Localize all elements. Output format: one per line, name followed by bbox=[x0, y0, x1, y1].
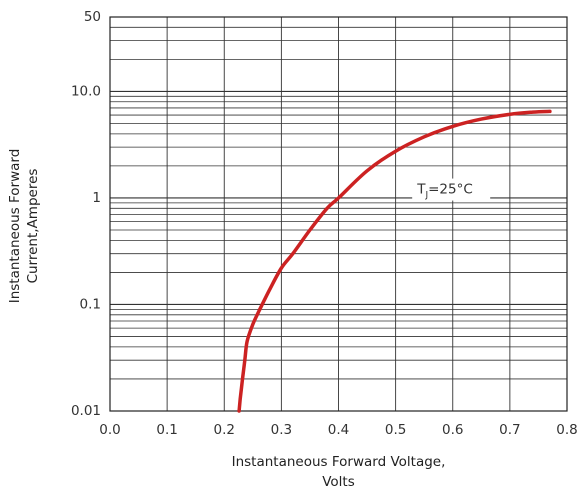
x-axis-title-line2: Volts bbox=[322, 474, 355, 490]
annotation-prefix: T bbox=[416, 182, 426, 198]
y-tick-label: 10.0 bbox=[71, 83, 101, 99]
plot-frame bbox=[109, 16, 568, 412]
x-tick-label: 0.5 bbox=[385, 422, 406, 438]
x-tick-label: 0.0 bbox=[99, 422, 120, 438]
x-tick-label: 0.4 bbox=[328, 422, 349, 438]
y-tick-label: 0.1 bbox=[80, 296, 101, 312]
x-axis-ticks: 0.0 0.1 0.2 0.3 0.4 0.5 0.6 0.7 0.8 bbox=[99, 422, 577, 438]
annotation-background bbox=[412, 178, 491, 201]
x-tick-label: 0.1 bbox=[156, 422, 177, 438]
annotation-label: TJ=25°C bbox=[416, 182, 473, 201]
x-tick-label: 0.8 bbox=[556, 422, 577, 438]
y-tick-label: 0.01 bbox=[71, 403, 101, 419]
temperature-annotation: TJ=25°C bbox=[412, 178, 491, 201]
x-tick-label: 0.6 bbox=[442, 422, 463, 438]
y-axis-title-line1: Instantaneous Forward bbox=[7, 149, 23, 304]
chart-grid bbox=[110, 17, 567, 411]
annotation-suffix: =25°C bbox=[428, 182, 473, 198]
x-tick-label: 0.7 bbox=[499, 422, 520, 438]
forward-current-curve bbox=[237, 109, 552, 413]
x-tick-label: 0.3 bbox=[271, 422, 292, 438]
x-axis-title-line1: Instantaneous Forward Voltage, bbox=[232, 454, 446, 470]
y-axis-title-line2: Current,Amperes bbox=[25, 169, 41, 284]
annotation-subscript: J bbox=[424, 191, 428, 201]
x-tick-label: 0.2 bbox=[214, 422, 235, 438]
y-axis-ticks: 0.01 0.1 1 10.0 50 bbox=[71, 9, 101, 419]
y-tick-label: 50 bbox=[84, 9, 101, 25]
y-tick-label: 1 bbox=[92, 190, 101, 206]
